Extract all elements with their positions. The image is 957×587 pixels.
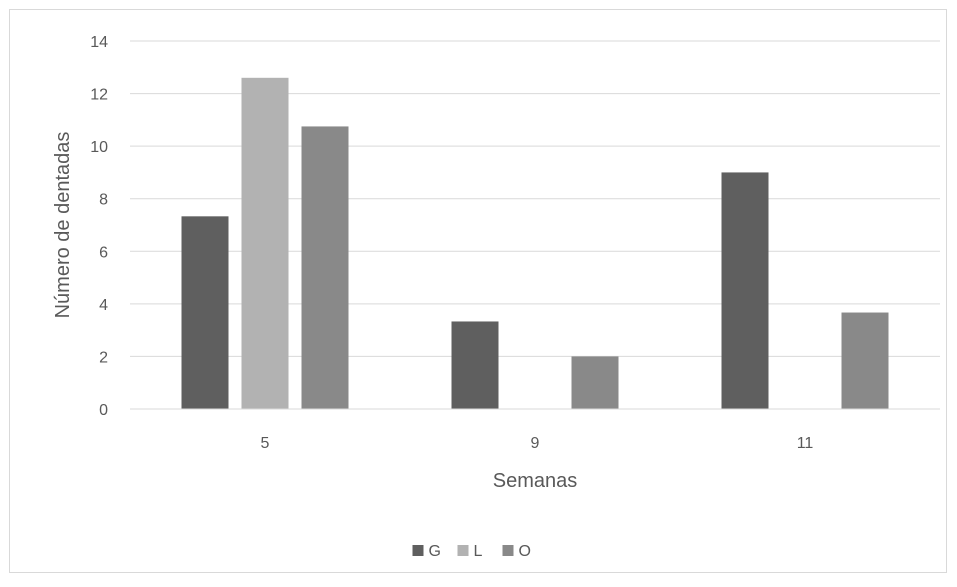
y-axis-title: Número de dentadas: [52, 132, 74, 319]
legend-label: G: [429, 543, 441, 560]
y-tick-label: 10: [90, 139, 108, 156]
legend-swatch-L: [457, 545, 469, 556]
y-tick-label: 4: [99, 297, 108, 314]
bar-G-11: [721, 172, 769, 409]
y-tick-label: 12: [90, 87, 108, 104]
y-tick-label: 2: [99, 349, 108, 366]
bars: [181, 77, 889, 410]
bar-O-5: [301, 126, 349, 409]
y-tick-labels: 0 2 4 6 8 10 12 14: [90, 34, 108, 419]
x-tick-labels: 5 9 11: [261, 435, 814, 452]
y-tick-label: 8: [99, 192, 108, 209]
y-tick-label: 0: [99, 402, 108, 419]
y-tick-label: 6: [99, 244, 108, 261]
legend-label: O: [519, 543, 531, 560]
x-tick-label: 11: [797, 435, 814, 452]
bar-O-9: [571, 356, 619, 409]
x-tick-label: 9: [531, 435, 540, 452]
bar-G-5: [181, 216, 229, 409]
chart-border: [9, 9, 947, 573]
x-axis-title: Semanas: [493, 470, 578, 492]
x-tick-label: 5: [261, 435, 270, 452]
y-tick-label: 14: [90, 34, 108, 51]
legend-swatch-O: [502, 545, 514, 556]
bar-G-9: [451, 321, 499, 409]
bar-L-5: [241, 77, 289, 410]
legend-swatch-G: [412, 545, 424, 556]
bar-O-11: [841, 312, 889, 409]
legend-label: L: [474, 543, 483, 560]
